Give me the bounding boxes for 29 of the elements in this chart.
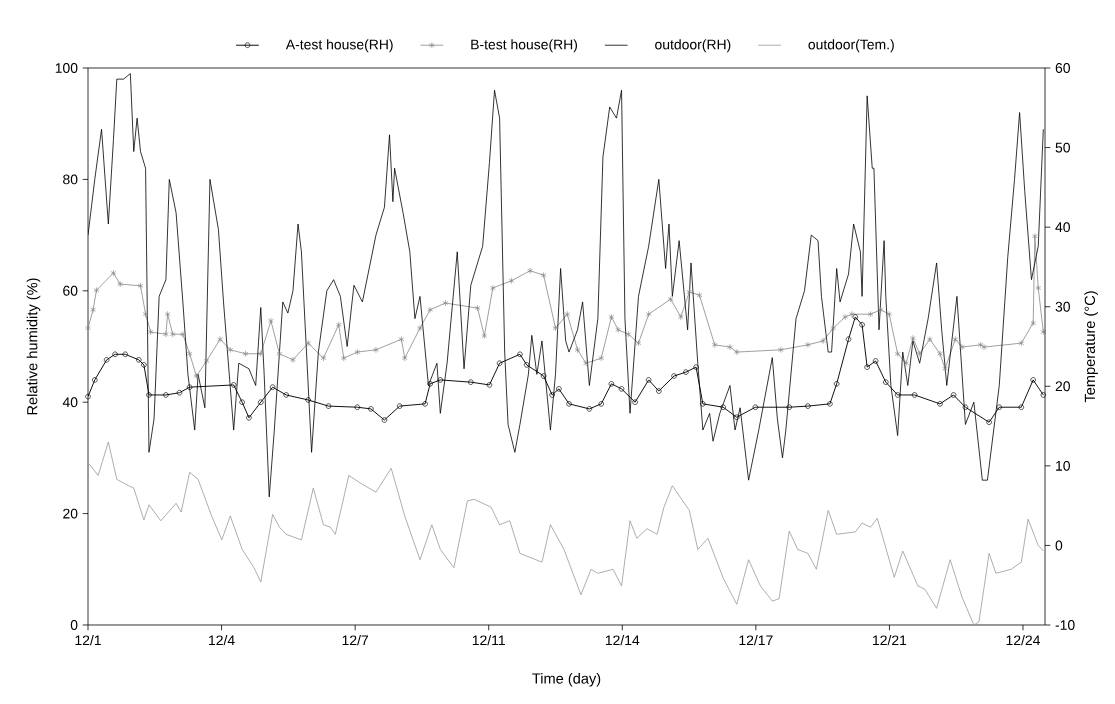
y-tick-label: 0: [70, 620, 78, 630]
y2-tick-label: 40: [1055, 222, 1070, 233]
y-tick-label: 20: [63, 508, 78, 519]
x-tick-label: 12/1: [75, 635, 101, 646]
y2-tick-label: 10: [1056, 460, 1070, 471]
y-axis-title: Relative humidity (%): [26, 278, 41, 415]
legend-label: outdoor(RH): [655, 39, 731, 53]
x-tick-label: 12/17: [739, 635, 773, 646]
legend-label: A-test house(RH): [285, 39, 393, 53]
y2-tick-label: -10: [1055, 620, 1075, 630]
x-tick-label: 12/7: [342, 635, 368, 646]
y2-tick-label: 30: [1055, 301, 1070, 312]
legend-label: B-test house(RH): [471, 39, 578, 53]
x-tick-label: 12/11: [472, 635, 505, 646]
y2-tick-label: 0: [1055, 540, 1063, 551]
x-axis-title: Time (day): [532, 672, 601, 687]
y2-tick-label: 60: [1055, 63, 1070, 73]
x-tick-label: 12/21: [873, 635, 907, 646]
legend-label: outdoor(Tem.): [808, 39, 894, 53]
y-tick-label: 60: [63, 285, 78, 296]
x-tick-label: 12/4: [209, 635, 235, 646]
x-tick-label: 12/24: [1006, 635, 1041, 646]
y2-axis-title: Temperature (°C): [1084, 291, 1098, 403]
y2-tick-label: 50: [1055, 142, 1070, 153]
y-tick-label: 100: [55, 63, 78, 73]
y-tick-label: 80: [63, 174, 78, 185]
x-tick-label: 12/14: [605, 635, 640, 646]
y2-tick-label: 20: [1055, 381, 1070, 392]
y-tick-label: 40: [62, 397, 78, 408]
